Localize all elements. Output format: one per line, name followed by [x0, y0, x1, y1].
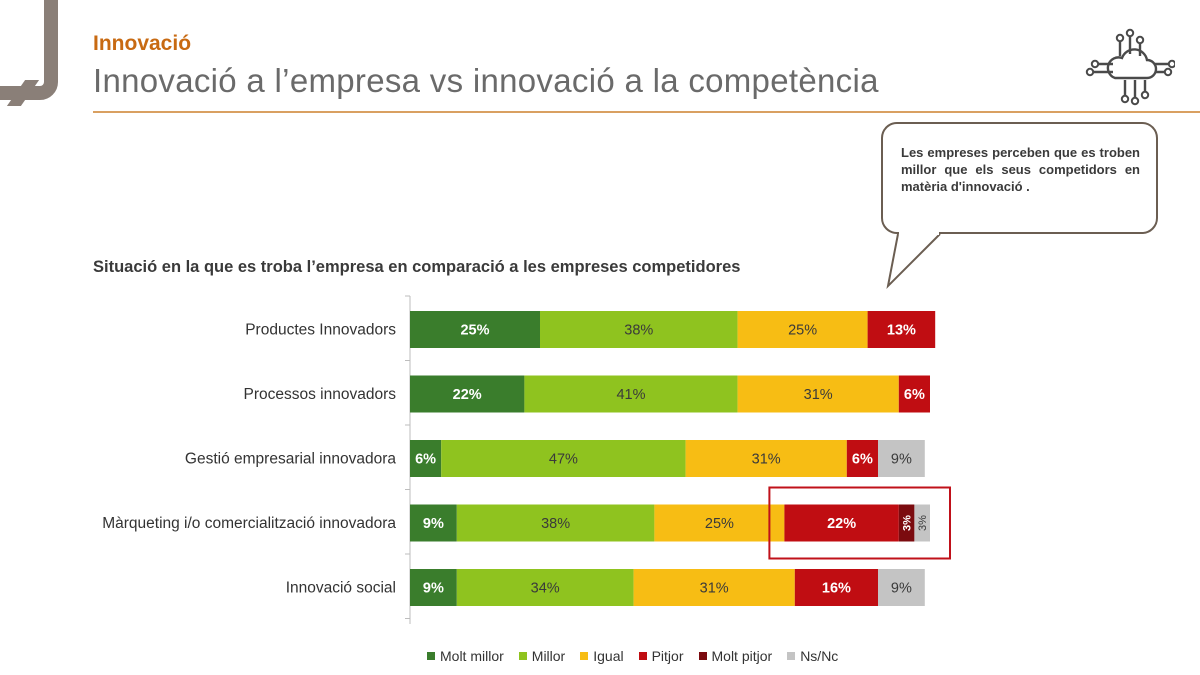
bar-segment-pitjor — [898, 375, 930, 413]
bar-data-label: 22% — [827, 516, 856, 532]
bar-segment-millor — [441, 440, 686, 477]
page-title: Innovació a l’empresa vs innovació a la … — [93, 62, 879, 99]
legend-label: Igual — [593, 648, 624, 664]
bar-data-label: 6% — [415, 452, 436, 468]
bar-data-label: 25% — [705, 516, 734, 532]
bar-data-label: 38% — [541, 516, 570, 532]
bar-data-label: 41% — [616, 387, 645, 403]
callout-tail — [886, 230, 941, 290]
bar-segment-ns-nc — [914, 504, 930, 542]
insight-callout: Les empreses perceben que es troben mill… — [881, 122, 1158, 234]
bar-data-label: 25% — [460, 323, 489, 339]
bar-segment-igual — [633, 569, 795, 606]
bar-segment-molt-millor — [410, 311, 540, 348]
legend-swatch — [580, 652, 589, 660]
chart-title: Situació en la que es troba l’empresa en… — [93, 258, 741, 276]
legend-label: Molt millor — [440, 648, 504, 664]
bar-data-label: 6% — [852, 452, 873, 468]
category-label: Innovació social — [286, 580, 396, 597]
bar-data-label: 31% — [804, 387, 833, 403]
bar-data-label: 25% — [788, 323, 817, 339]
bar-data-label: 31% — [700, 581, 729, 597]
legend-label: Millor — [531, 648, 566, 664]
bar-data-label: 31% — [752, 452, 781, 468]
legend-label: Pitjor — [651, 648, 684, 664]
bar-segment-pitjor — [846, 440, 878, 477]
bar-segment-pitjor — [784, 504, 899, 542]
bar-data-label: 6% — [904, 387, 925, 403]
legend-item-ns-nc: Ns/Nc — [787, 648, 838, 664]
bar-segment-millor — [456, 569, 634, 606]
category-label: Màrqueting i/o comercialització innovado… — [102, 515, 396, 532]
bar-data-label: 9% — [891, 452, 912, 468]
bar-segment-igual — [685, 440, 847, 477]
category-label: Productes Innovadors — [245, 322, 396, 339]
bar-segment-molt-millor — [410, 440, 442, 477]
legend-swatch — [787, 652, 796, 660]
bar-data-label: 9% — [891, 581, 912, 597]
bar-segment-molt-millor — [410, 375, 525, 413]
bar-data-label: 3% — [902, 515, 914, 531]
bar-segment-millor — [540, 311, 738, 348]
bar-segment-millor — [456, 504, 655, 542]
bar-segment-ns-nc — [878, 569, 925, 606]
bar-segment-ns-nc — [878, 440, 925, 477]
title-underline — [93, 111, 1200, 113]
bar-segment-pitjor — [867, 311, 936, 348]
bar-data-label: 34% — [531, 581, 560, 597]
legend-item-molt-pitjor: Molt pitjor — [698, 648, 773, 664]
bar-segment-molt-millor — [410, 569, 457, 606]
bar-segment-molt-pitjor — [898, 504, 915, 542]
bar-segment-molt-millor — [410, 504, 457, 542]
corner-brand-mark — [0, 0, 58, 100]
bar-data-label: 3% — [917, 515, 929, 531]
legend-item-igual: Igual — [580, 648, 624, 664]
bar-data-label: 16% — [822, 581, 851, 597]
legend-item-pitjor: Pitjor — [638, 648, 684, 664]
bar-segment-igual — [737, 311, 868, 348]
bar-segment-igual — [737, 375, 899, 413]
cloud-circuit-icon — [1085, 28, 1175, 106]
legend-label: Ns/Nc — [800, 648, 839, 664]
section-label: Innovació — [93, 32, 192, 55]
chart-legend: Molt millor Millor Igual Pitjor Molt pitjor N… — [427, 648, 838, 664]
legend-item-molt-millor: Molt millor — [427, 648, 504, 664]
category-label: Processos innovadors — [244, 386, 397, 403]
bar-data-label: 9% — [423, 581, 444, 597]
legend-label: Molt pitjor — [711, 648, 773, 664]
legend-swatch — [518, 652, 527, 660]
bar-data-label: 38% — [624, 323, 653, 339]
bar-segment-pitjor — [794, 569, 878, 606]
bar-data-label: 13% — [887, 323, 916, 339]
legend-item-millor: Millor — [518, 648, 566, 664]
category-label: Gestió empresarial innovadora — [185, 451, 396, 468]
stacked-bar-chart: Productes Innovadors 25% 38% 25% 13% Processo… — [102, 295, 952, 624]
bar-segment-millor — [524, 375, 738, 413]
highlight-box — [768, 486, 952, 560]
legend-swatch — [698, 652, 707, 660]
bar-segment-igual — [654, 504, 785, 542]
bar-data-label: 47% — [549, 452, 578, 468]
bar-data-label: 22% — [453, 387, 482, 403]
legend-swatch — [427, 652, 435, 660]
legend-swatch — [638, 652, 647, 660]
bar-data-label: 9% — [423, 516, 444, 532]
